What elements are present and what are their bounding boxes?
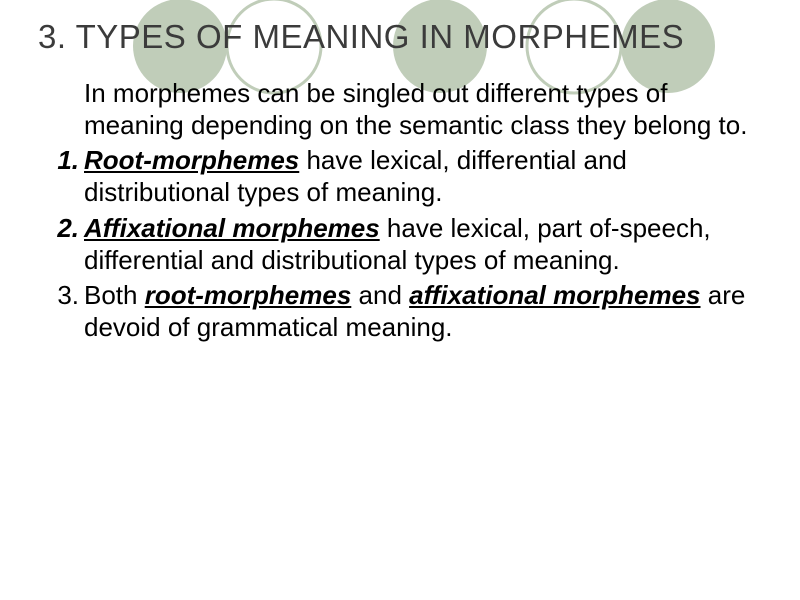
- list-item: 1.Root-morphemes have lexical, different…: [38, 145, 762, 208]
- item-number: 3.: [41, 280, 79, 312]
- slide-title: 3. TYPES OF MEANING IN MORPHEMES: [38, 18, 762, 56]
- item-number: 1.: [41, 145, 79, 177]
- item-number: 2.: [41, 213, 79, 245]
- term: root-morphemes: [145, 280, 352, 310]
- numbered-list: 1.Root-morphemes have lexical, different…: [38, 145, 762, 343]
- slide-content: 3. TYPES OF MEANING IN MORPHEMES In morp…: [0, 0, 800, 344]
- term: affixational morphemes: [409, 280, 700, 310]
- term: Affixational morphemes: [84, 213, 380, 243]
- intro-paragraph: In morphemes can be singled out differen…: [84, 78, 762, 141]
- term: Root-morphemes: [84, 145, 299, 175]
- list-item: 3.Both root-morphemes and affixational m…: [38, 280, 762, 343]
- list-item: 2.Affixational morphemes have lexical, p…: [38, 213, 762, 276]
